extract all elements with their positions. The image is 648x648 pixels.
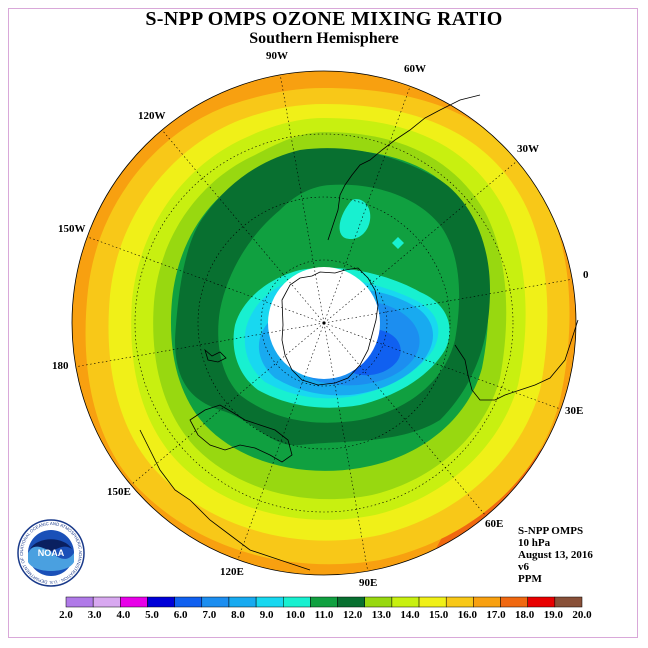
colorbar-labels: 2.0 3.0 4.0 5.0 6.0 7.0 8.0 9.0 10.0 11.0 12.0 13.0… xyxy=(59,609,592,621)
colorbar-label: 14.0 xyxy=(400,609,420,621)
colorbar-swatch xyxy=(310,596,338,608)
colorbar-label: 3.0 xyxy=(88,609,102,621)
asia-coastline xyxy=(139,429,311,571)
colorbar-label: 5.0 xyxy=(145,609,159,621)
pressure-level: 10 hPa xyxy=(518,537,551,549)
colorbar-swatch xyxy=(473,596,501,608)
logo-bird xyxy=(30,539,72,551)
colorbar-label: 7.0 xyxy=(202,609,216,621)
australia-coastline xyxy=(189,404,293,463)
colorbar-label: 18.0 xyxy=(515,609,535,621)
south-america-coastline xyxy=(327,94,481,241)
colorbar-swatch xyxy=(500,596,528,608)
colorbar-swatch xyxy=(201,596,230,608)
lon-label-90w: 90W xyxy=(266,50,288,62)
figure-frame xyxy=(8,8,638,638)
colorbar-label: 16.0 xyxy=(458,609,478,621)
lon-label-60e: 60E xyxy=(485,518,504,530)
colorbar-swatch xyxy=(391,596,420,608)
coastlines xyxy=(139,94,579,571)
new-zealand-coastline xyxy=(204,348,227,363)
antarctica-coastline xyxy=(281,267,379,386)
colorbar-swatch xyxy=(174,596,203,608)
colorbar-label: 10.0 xyxy=(286,609,306,621)
lon-label-30w: 30W xyxy=(517,143,539,155)
lon-label-120e: 120E xyxy=(220,566,244,578)
colorbar-swatch xyxy=(337,596,365,608)
colorbar-swatch xyxy=(92,596,121,608)
colorbar-label: 12.0 xyxy=(343,609,363,621)
colorbar-swatch xyxy=(445,596,474,608)
colorbar-label: 2.0 xyxy=(59,609,73,621)
lon-label-120w: 120W xyxy=(138,110,166,122)
colorbar-label: 13.0 xyxy=(372,609,392,621)
colorbar-label: 6.0 xyxy=(174,609,188,621)
colorbar-swatch xyxy=(147,596,175,608)
colorbar-label: 9.0 xyxy=(260,609,274,621)
latitude-circle xyxy=(134,133,514,513)
colorbar-swatch xyxy=(228,596,257,608)
graticule xyxy=(75,74,573,572)
map-boundary xyxy=(71,70,577,576)
lon-label-150e: 150E xyxy=(107,486,131,498)
colorbar-label: 15.0 xyxy=(429,609,449,621)
colorbar-label: 8.0 xyxy=(231,609,245,621)
colorbar-label: 17.0 xyxy=(486,609,506,621)
logo-wave xyxy=(28,545,74,571)
lon-label-30e: 30E xyxy=(565,405,584,417)
lon-label-0: 0 xyxy=(583,269,589,281)
contour-patch-aqua-diamond xyxy=(392,237,404,249)
south-pole-marker xyxy=(322,321,326,325)
logo-text: NOAA xyxy=(38,548,65,558)
colorbar-label: 20.0 xyxy=(572,609,592,621)
units-label: PPM xyxy=(518,573,542,585)
africa-coastline xyxy=(454,319,579,401)
colorbar-swatch xyxy=(527,596,556,608)
colorbar-swatch xyxy=(120,596,148,608)
ozone-field xyxy=(72,71,576,575)
latitude-circle xyxy=(260,259,388,387)
colorbar-label: 11.0 xyxy=(315,609,334,621)
product-info: S-NPP OMPS 10 hPa August 13, 2016 v6 PPM xyxy=(518,525,593,585)
colorbar-swatch xyxy=(418,596,447,608)
product-version: v6 xyxy=(518,561,529,573)
colorbar-label: 4.0 xyxy=(116,609,130,621)
colorbar-swatch xyxy=(364,596,393,608)
lon-label-180: 180 xyxy=(52,360,69,372)
colorbar-label: 19.0 xyxy=(544,609,564,621)
noaa-logo: NATIONAL OCEANIC AND ATMOSPHERIC ADMINIS… xyxy=(16,518,85,587)
colorbar-swatches xyxy=(65,596,583,608)
instrument-name: S-NPP OMPS xyxy=(518,525,584,537)
colorbar-swatch xyxy=(283,596,311,608)
colorbar-swatch xyxy=(255,596,284,608)
chart-subtitle: Southern Hemisphere xyxy=(249,30,399,47)
lon-label-150w: 150W xyxy=(58,223,86,235)
contour-patch-aqua-spot xyxy=(339,199,371,240)
observation-date: August 13, 2016 xyxy=(518,549,593,561)
lon-label-90e: 90E xyxy=(359,577,378,589)
chart-title: S-NPP OMPS OZONE MIXING RATIO xyxy=(145,8,503,30)
colorbar-swatch xyxy=(65,596,94,608)
lon-label-60w: 60W xyxy=(404,63,426,75)
latitude-circle xyxy=(197,196,451,450)
colorbar-swatch xyxy=(554,596,583,608)
